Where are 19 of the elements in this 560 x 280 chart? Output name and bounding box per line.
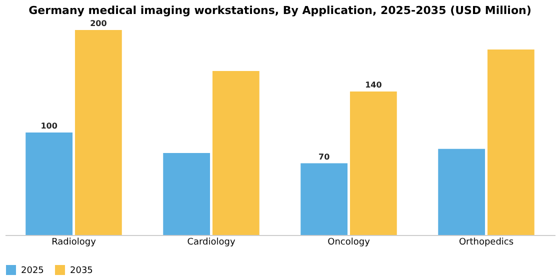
data-label: 200 (90, 19, 108, 28)
x-tick-label: Cardiology (187, 238, 236, 248)
bar (438, 148, 486, 235)
bar (350, 92, 397, 235)
bar (487, 49, 534, 235)
bar (212, 71, 260, 235)
legend-label: 2035 (70, 266, 93, 276)
x-tick-label: Radiology (52, 238, 97, 248)
data-label: 140 (365, 80, 382, 90)
bar (300, 163, 348, 235)
data-label: 100 (40, 122, 58, 130)
chart-title: Germany medical imaging workstations, By Application, 2025-2035 (USD Million) (28, 4, 532, 17)
x-tick-label: Oncology (328, 238, 371, 248)
bar (163, 153, 210, 235)
data-label: 70 (318, 152, 330, 162)
x-tick-label: Orthopedics (458, 238, 514, 248)
bar (26, 132, 73, 235)
bar (74, 30, 122, 235)
legend-label: 2025 (21, 266, 44, 276)
